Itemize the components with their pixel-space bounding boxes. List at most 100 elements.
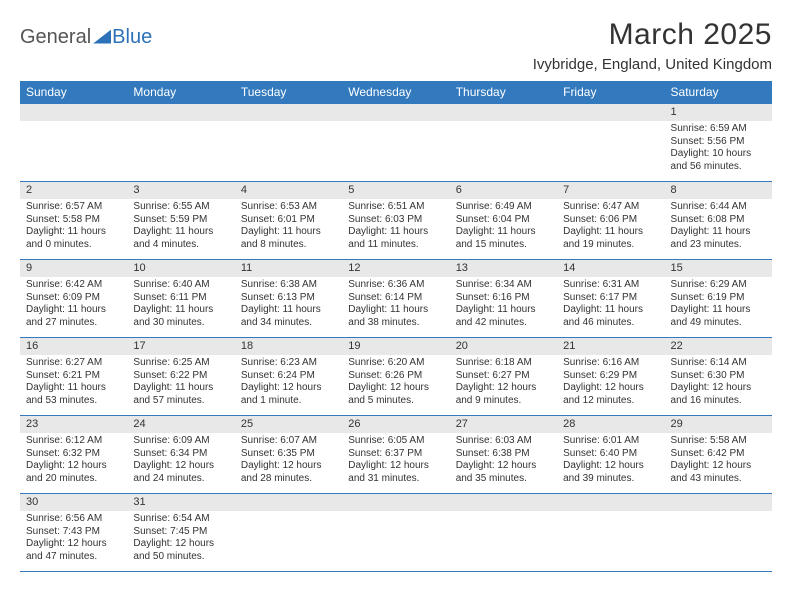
sunrise-text: Sunrise: 6:03 AM [456, 435, 551, 448]
calendar-cell: 1Sunrise: 6:59 AMSunset: 5:56 PMDaylight… [665, 104, 772, 182]
sunrise-text: Sunrise: 6:05 AM [348, 435, 443, 448]
day-details: Sunrise: 6:55 AMSunset: 5:59 PMDaylight:… [127, 199, 234, 255]
calendar-body: 1Sunrise: 6:59 AMSunset: 5:56 PMDaylight… [20, 104, 772, 572]
daylight-text: Daylight: 11 hours and 19 minutes. [563, 226, 658, 251]
day-details: Sunrise: 6:23 AMSunset: 6:24 PMDaylight:… [235, 355, 342, 411]
sunset-text: Sunset: 6:24 PM [241, 370, 336, 383]
sunset-text: Sunset: 6:29 PM [563, 370, 658, 383]
calendar-cell: 2Sunrise: 6:57 AMSunset: 5:58 PMDaylight… [20, 182, 127, 260]
calendar-cell: 29Sunrise: 5:58 AMSunset: 6:42 PMDayligh… [665, 416, 772, 494]
sunrise-text: Sunrise: 6:25 AM [133, 357, 228, 370]
calendar-head: SundayMondayTuesdayWednesdayThursdayFrid… [20, 81, 772, 104]
day-number: 1 [665, 104, 772, 121]
sunrise-text: Sunrise: 6:18 AM [456, 357, 551, 370]
sunrise-text: Sunrise: 6:38 AM [241, 279, 336, 292]
day-number-bar [557, 104, 664, 121]
daylight-text: Daylight: 12 hours and 47 minutes. [26, 538, 121, 563]
day-number: 13 [450, 260, 557, 277]
sunrise-text: Sunrise: 6:20 AM [348, 357, 443, 370]
sunset-text: Sunset: 6:19 PM [671, 292, 766, 305]
day-number: 18 [235, 338, 342, 355]
day-number: 25 [235, 416, 342, 433]
day-number: 31 [127, 494, 234, 511]
logo: General Blue [20, 26, 152, 49]
day-number-bar [665, 494, 772, 511]
calendar-cell [342, 494, 449, 572]
sunset-text: Sunset: 6:14 PM [348, 292, 443, 305]
day-number-bar [450, 494, 557, 511]
calendar-week-row: 23Sunrise: 6:12 AMSunset: 6:32 PMDayligh… [20, 416, 772, 494]
sunset-text: Sunset: 6:26 PM [348, 370, 443, 383]
daylight-text: Daylight: 11 hours and 38 minutes. [348, 304, 443, 329]
sunrise-text: Sunrise: 6:07 AM [241, 435, 336, 448]
calendar-cell: 11 Sunrise: 6:38 AMSunset: 6:13 PMDayligh… [235, 260, 342, 338]
sunset-text: Sunset: 6:22 PM [133, 370, 228, 383]
daylight-text: Daylight: 12 hours and 5 minutes. [348, 382, 443, 407]
sunset-text: Sunset: 6:38 PM [456, 448, 551, 461]
weekday-header: Tuesday [235, 81, 342, 104]
day-number: 11 [235, 260, 342, 277]
sunset-text: Sunset: 5:58 PM [26, 214, 121, 227]
calendar-cell: 30Sunrise: 6:56 AMSunset: 7:43 PMDayligh… [20, 494, 127, 572]
day-number: 10 [127, 260, 234, 277]
day-number-bar [235, 494, 342, 511]
daylight-text: Daylight: 11 hours and 42 minutes. [456, 304, 551, 329]
calendar-cell: 3Sunrise: 6:55 AMSunset: 5:59 PMDaylight… [127, 182, 234, 260]
weekday-header: Sunday [20, 81, 127, 104]
calendar-cell: 4Sunrise: 6:53 AMSunset: 6:01 PMDaylight… [235, 182, 342, 260]
day-number-bar [342, 494, 449, 511]
calendar-cell: 23Sunrise: 6:12 AMSunset: 6:32 PMDayligh… [20, 416, 127, 494]
day-number: 7 [557, 182, 664, 199]
day-details: Sunrise: 6:56 AMSunset: 7:43 PMDaylight:… [20, 511, 127, 567]
calendar-cell [342, 104, 449, 182]
sunrise-text: Sunrise: 6:31 AM [563, 279, 658, 292]
location-text: Ivybridge, England, United Kingdom [533, 56, 772, 73]
calendar-cell: 21Sunrise: 6:16 AMSunset: 6:29 PMDayligh… [557, 338, 664, 416]
day-number-bar [127, 104, 234, 121]
calendar-cell: 15Sunrise: 6:29 AMSunset: 6:19 PMDayligh… [665, 260, 772, 338]
day-number: 21 [557, 338, 664, 355]
sunrise-text: Sunrise: 6:51 AM [348, 201, 443, 214]
calendar-cell: 10Sunrise: 6:40 AMSunset: 6:11 PMDayligh… [127, 260, 234, 338]
sunset-text: Sunset: 5:56 PM [671, 136, 766, 149]
sunrise-text: Sunrise: 6:14 AM [671, 357, 766, 370]
day-details: Sunrise: 6:03 AMSunset: 6:38 PMDaylight:… [450, 433, 557, 489]
sunrise-text: Sunrise: 6:42 AM [26, 279, 121, 292]
calendar-week-row: 30Sunrise: 6:56 AMSunset: 7:43 PMDayligh… [20, 494, 772, 572]
sunset-text: Sunset: 6:42 PM [671, 448, 766, 461]
calendar-week-row: 1Sunrise: 6:59 AMSunset: 5:56 PMDaylight… [20, 104, 772, 182]
daylight-text: Daylight: 11 hours and 53 minutes. [26, 382, 121, 407]
day-details: Sunrise: 6:36 AMSunset: 6:14 PMDaylight:… [342, 277, 449, 333]
day-number: 17 [127, 338, 234, 355]
sunrise-text: Sunrise: 6:55 AM [133, 201, 228, 214]
day-details: Sunrise: 6:09 AMSunset: 6:34 PMDaylight:… [127, 433, 234, 489]
day-details: Sunrise: 6:42 AMSunset: 6:09 PMDaylight:… [20, 277, 127, 333]
day-details: Sunrise: 6:59 AMSunset: 5:56 PMDaylight:… [665, 121, 772, 177]
daylight-text: Daylight: 12 hours and 20 minutes. [26, 460, 121, 485]
day-number: 23 [20, 416, 127, 433]
calendar-cell [235, 494, 342, 572]
sunset-text: Sunset: 6:27 PM [456, 370, 551, 383]
daylight-text: Daylight: 12 hours and 35 minutes. [456, 460, 551, 485]
calendar-cell: 16Sunrise: 6:27 AMSunset: 6:21 PMDayligh… [20, 338, 127, 416]
day-number-bar [450, 104, 557, 121]
sunset-text: Sunset: 6:40 PM [563, 448, 658, 461]
sunset-text: Sunset: 6:13 PM [241, 292, 336, 305]
sunset-text: Sunset: 6:21 PM [26, 370, 121, 383]
calendar-week-row: 9Sunrise: 6:42 AMSunset: 6:09 PMDaylight… [20, 260, 772, 338]
sunset-text: Sunset: 6:01 PM [241, 214, 336, 227]
header-row: General Blue March 2025 Ivybridge, Engla… [20, 18, 772, 73]
calendar-cell [557, 104, 664, 182]
sunset-text: Sunset: 6:06 PM [563, 214, 658, 227]
sunrise-text: Sunrise: 6:47 AM [563, 201, 658, 214]
calendar-cell [450, 494, 557, 572]
day-details: Sunrise: 6:29 AMSunset: 6:19 PMDaylight:… [665, 277, 772, 333]
daylight-text: Daylight: 11 hours and 8 minutes. [241, 226, 336, 251]
daylight-text: Daylight: 11 hours and 11 minutes. [348, 226, 443, 251]
sunrise-text: Sunrise: 6:57 AM [26, 201, 121, 214]
calendar-cell: 27Sunrise: 6:03 AMSunset: 6:38 PMDayligh… [450, 416, 557, 494]
sunset-text: Sunset: 7:43 PM [26, 526, 121, 539]
daylight-text: Daylight: 11 hours and 34 minutes. [241, 304, 336, 329]
calendar-cell: 14Sunrise: 6:31 AMSunset: 6:17 PMDayligh… [557, 260, 664, 338]
daylight-text: Daylight: 11 hours and 46 minutes. [563, 304, 658, 329]
